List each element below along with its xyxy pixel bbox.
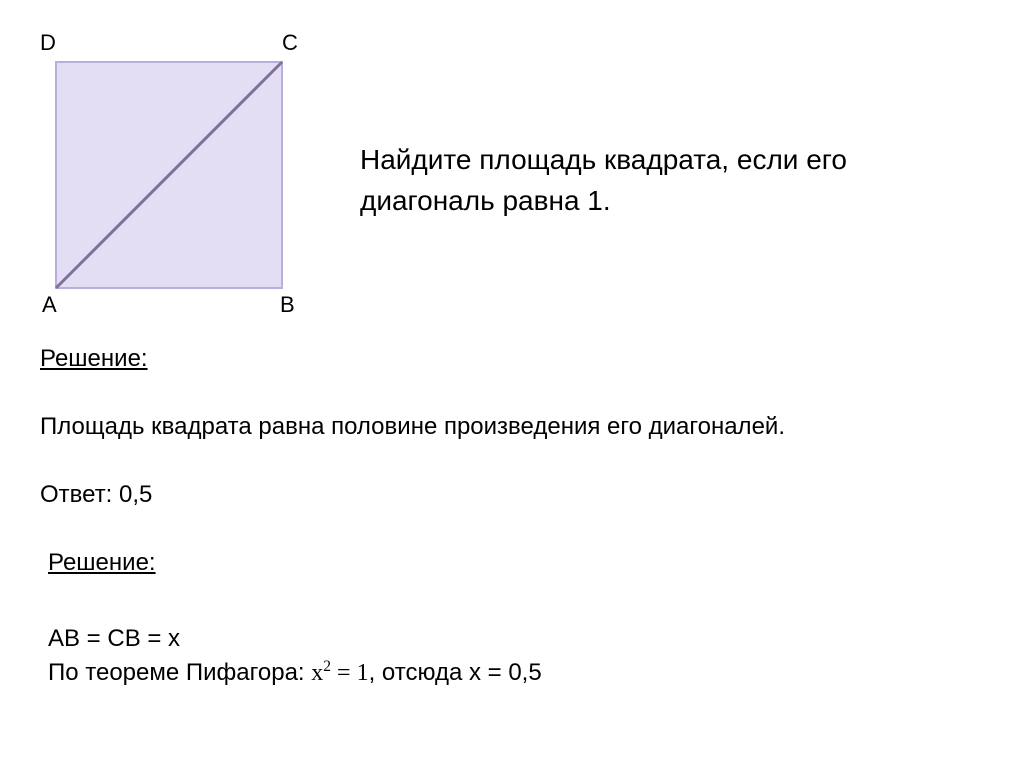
- solution-1-heading: Решение:: [40, 345, 984, 373]
- pythagoras-prefix: По теореме Пифагора:: [48, 659, 311, 686]
- square-diagram: D C A B: [40, 30, 300, 320]
- solution-1-answer: Ответ: 0,5: [40, 481, 984, 509]
- vertex-a: A: [42, 292, 57, 318]
- math-base: x: [311, 660, 323, 686]
- equation-line-2: По теореме Пифагора: x2 = 1, отсюда х = …: [48, 656, 984, 691]
- equation-line-1: АВ = СВ = х: [48, 622, 984, 656]
- solution-2: Решение:: [48, 549, 984, 577]
- math-x-squared: x2 = 1: [311, 660, 368, 686]
- vertex-d: D: [40, 30, 56, 56]
- problem-statement: Найдите площадь квадрата, если его диаго…: [360, 30, 920, 221]
- vertex-c: C: [282, 30, 298, 56]
- pythagoras-block: АВ = СВ = х По теореме Пифагора: x2 = 1,…: [48, 622, 984, 690]
- math-exponent: 2: [323, 658, 331, 675]
- solution-1: Решение: Площадь квадрата равна половине…: [40, 345, 984, 509]
- square-svg: [54, 60, 286, 292]
- solution-2-heading: Решение:: [48, 549, 984, 577]
- math-equals: = 1: [331, 660, 369, 686]
- vertex-b: B: [280, 292, 295, 318]
- pythagoras-suffix: , отсюда х = 0,5: [369, 659, 542, 686]
- solution-1-body: Площадь квадрата равна половине произвед…: [40, 413, 984, 441]
